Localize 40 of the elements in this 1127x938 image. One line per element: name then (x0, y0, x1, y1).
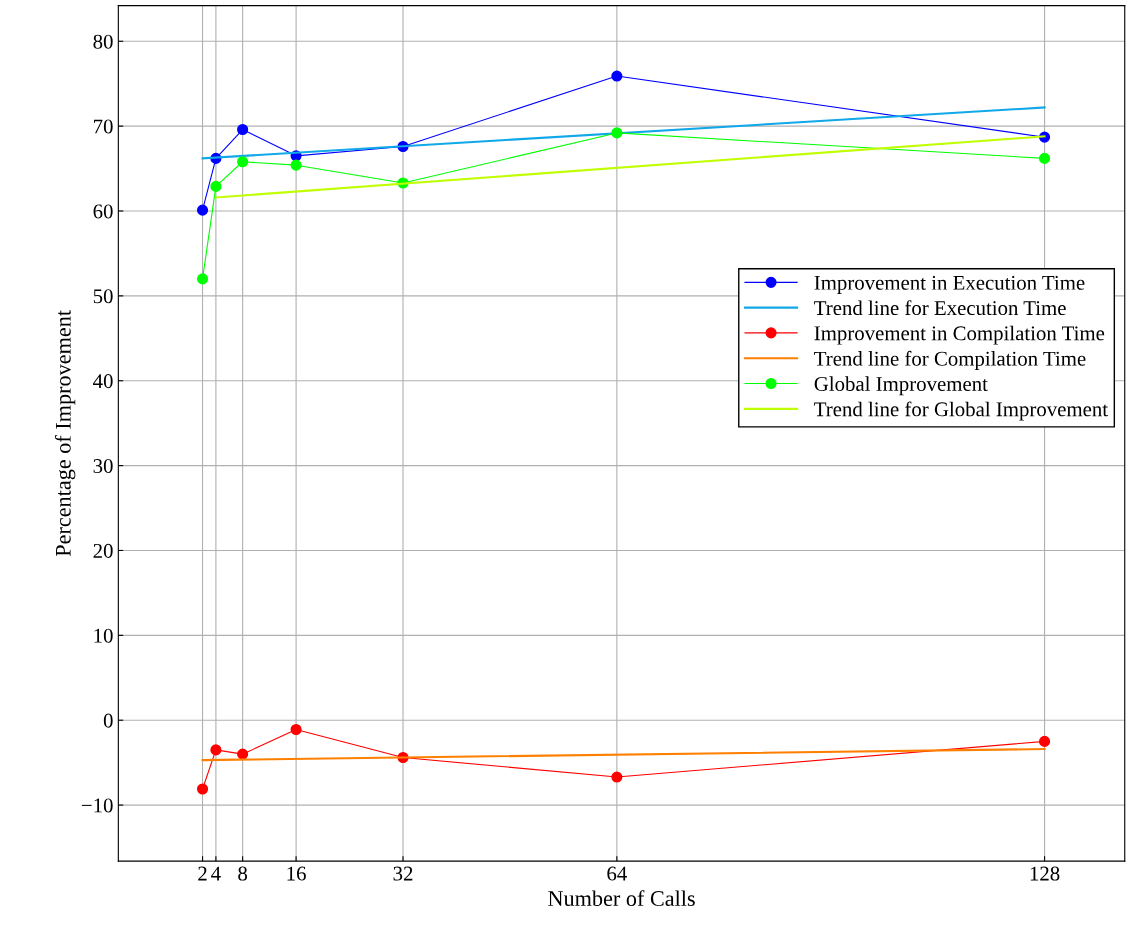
legend-label: Trend line for Compilation Time (814, 350, 1086, 370)
legend-label: Trend line for Execution Time (814, 300, 1066, 316)
y-tick-label: 60 (93, 204, 113, 219)
x-tick-label: 128 (1030, 866, 1060, 881)
point (1038, 152, 1051, 164)
x-tick-label: 32 (393, 866, 413, 881)
legend-label: Trend line for Global Improvement (814, 401, 1108, 421)
point (237, 156, 249, 168)
point (611, 127, 623, 139)
y-tick-label: 40 (93, 374, 113, 389)
point (611, 771, 623, 783)
y-axis-title: Percentage of Improvement (54, 310, 76, 557)
legend-label: Improvement in Compilation Time (814, 325, 1105, 345)
x-tick-label: 8 (238, 866, 248, 881)
x-tick-label: 64 (607, 866, 627, 881)
point (237, 748, 249, 760)
x-axis-title: Number of Calls (548, 890, 695, 907)
y-tick-label: 10 (94, 628, 113, 643)
x-tick-label: 16 (287, 866, 306, 881)
point (196, 783, 209, 795)
y-tick-label: 70 (94, 119, 113, 134)
point (210, 180, 222, 192)
point (237, 123, 249, 136)
point (196, 273, 209, 285)
y-tick-label: 20 (93, 543, 113, 558)
y-tick-label: 0 (103, 713, 113, 728)
point (196, 204, 209, 216)
y-tick-label: 30 (93, 458, 113, 474)
point (290, 159, 302, 171)
point (1038, 735, 1051, 747)
point (210, 744, 222, 756)
point (290, 723, 302, 736)
x-tick-label: 4 (211, 866, 221, 881)
x-tick-label: 2 (198, 866, 207, 881)
y-tick-label: 50 (93, 289, 113, 304)
legend-label: Global Improvement (814, 376, 988, 396)
y-tick-label: 80 (93, 34, 113, 49)
point (611, 70, 623, 82)
legend-label: Improvement in Execution Time (814, 275, 1085, 295)
y-tick-label: −10 (81, 798, 113, 813)
